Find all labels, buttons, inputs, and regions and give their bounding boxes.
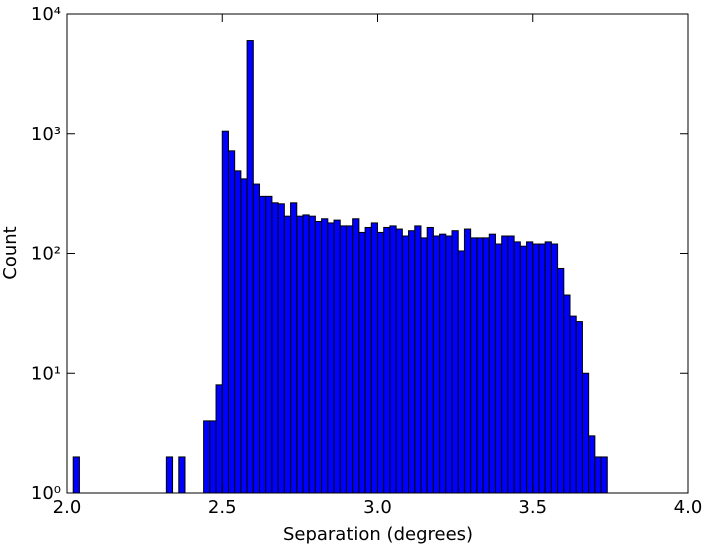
- x-axis-label: Separation (degrees): [283, 524, 473, 545]
- bar: [494, 243, 503, 494]
- bar: [426, 226, 434, 494]
- bar: [271, 202, 279, 494]
- x-tick-label: 4.0: [674, 497, 703, 518]
- y-tick-label: 10⁰: [31, 483, 61, 504]
- bar: [240, 178, 248, 494]
- bar: [395, 228, 403, 494]
- x-tick-label: 3.5: [518, 497, 547, 518]
- bar: [414, 225, 422, 494]
- bar: [209, 420, 217, 494]
- bar: [588, 435, 596, 494]
- bar: [445, 235, 453, 494]
- bar: [383, 226, 391, 494]
- bar: [246, 40, 254, 494]
- bar: [463, 228, 472, 494]
- bar: [333, 219, 341, 494]
- bar: [389, 225, 397, 494]
- bar: [302, 214, 310, 494]
- bar: [277, 203, 285, 494]
- bar: [314, 221, 323, 494]
- bar: [594, 456, 602, 494]
- bar: [476, 237, 484, 494]
- bar: [215, 384, 223, 494]
- bar: [234, 170, 242, 494]
- bar: [532, 243, 540, 494]
- bar: [488, 233, 496, 494]
- bar: [575, 321, 583, 494]
- bar: [327, 222, 335, 494]
- bar: [364, 226, 372, 494]
- bar: [550, 243, 559, 494]
- bar: [221, 130, 229, 494]
- bar: [321, 218, 329, 494]
- bar: [377, 231, 385, 494]
- bar: [557, 267, 565, 494]
- bar: [339, 225, 347, 494]
- bar: [581, 372, 590, 494]
- y-tick-label: 10³: [31, 124, 61, 145]
- y-tick-label: 10¹: [31, 363, 61, 384]
- bar: [165, 456, 174, 494]
- bar: [420, 237, 428, 494]
- bar: [501, 235, 509, 494]
- y-tick-label: 10²: [31, 244, 61, 265]
- y-axis-label: Count: [0, 226, 21, 279]
- bar: [569, 315, 577, 494]
- bar: [352, 218, 360, 494]
- bar: [296, 215, 304, 494]
- bar: [563, 294, 571, 494]
- bar: [358, 231, 366, 494]
- bar: [439, 233, 447, 494]
- bar: [283, 215, 292, 494]
- bar: [432, 235, 441, 494]
- bar: [538, 243, 546, 494]
- bar: [370, 222, 379, 494]
- bar: [259, 195, 267, 494]
- bar: [265, 195, 273, 494]
- bar: [345, 225, 354, 494]
- bar: [308, 215, 316, 494]
- bar: [513, 241, 521, 494]
- bar: [470, 237, 478, 494]
- x-tick-label: 3.0: [363, 497, 392, 518]
- bar: [178, 456, 186, 494]
- bar: [519, 245, 528, 494]
- bar: [457, 250, 465, 494]
- bar: [227, 150, 236, 494]
- y-tick-label: 10⁴: [31, 4, 61, 25]
- bar: [526, 241, 534, 494]
- x-tick-label: 2.5: [208, 497, 237, 518]
- bar: [290, 202, 298, 494]
- bar: [544, 241, 552, 494]
- bar: [600, 456, 608, 494]
- bar: [252, 183, 261, 494]
- bar: [482, 237, 490, 494]
- x-tick-label: 2.0: [53, 497, 82, 518]
- bar: [451, 230, 459, 494]
- bar: [401, 235, 410, 494]
- bar: [507, 235, 515, 494]
- bar: [408, 230, 416, 494]
- bar: [72, 456, 80, 494]
- bar: [203, 420, 211, 494]
